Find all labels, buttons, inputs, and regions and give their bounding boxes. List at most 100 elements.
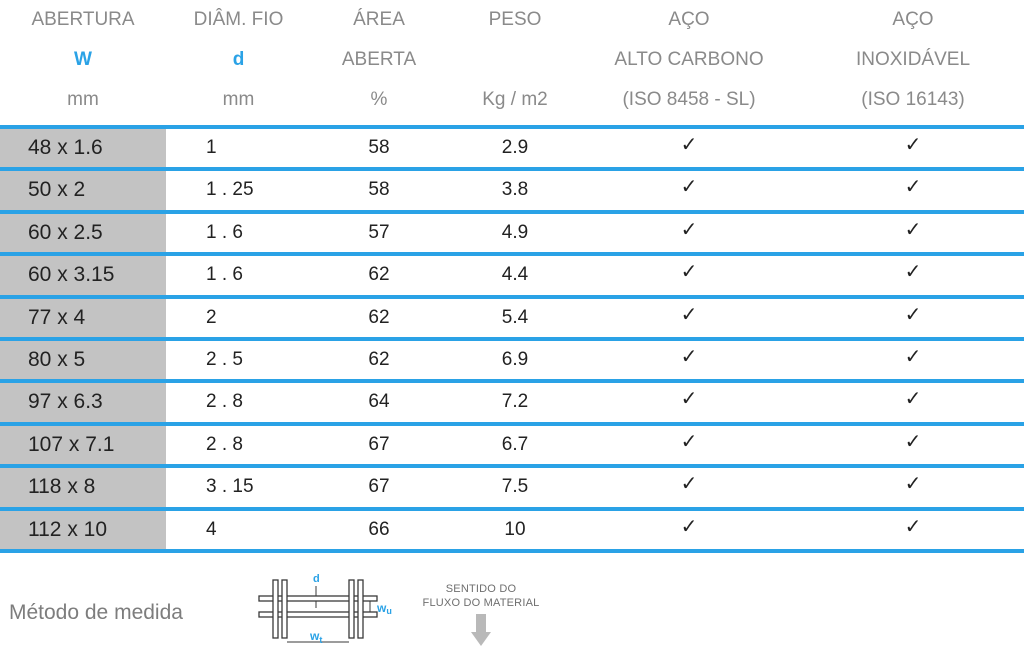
cell-peso: 5.4 [501, 306, 529, 328]
table-row: 77 x 4 2 62 5.4 ✓ ✓ [0, 294, 1024, 337]
table-header: ABERTURA W mm DIÂM. FIO d mm ÁREA ABERTA… [0, 0, 1024, 125]
check-carbono-icon: ✓ [680, 134, 698, 156]
check-carbono-icon: ✓ [680, 261, 698, 284]
cell-peso: 7.5 [501, 476, 529, 498]
check-carbono-icon: ✓ [680, 303, 698, 326]
diagram-wire-v2 [281, 579, 288, 639]
cell-diametro: 4 [206, 518, 217, 540]
check-carbono-icon: ✓ [680, 218, 698, 241]
mesh-measure-diagram: d wu wt [258, 573, 392, 645]
diagram-wire-v1 [272, 579, 279, 639]
check-inox-icon: ✓ [904, 176, 922, 199]
diagram-d-label: d [313, 573, 320, 585]
header-peso-unit: Kg / m2 [482, 89, 548, 110]
check-inox-icon: ✓ [904, 134, 922, 156]
cell-area: 67 [368, 433, 390, 455]
header-diametro-title: DIÂM. FIO [193, 9, 284, 30]
header-abertura-unit: mm [67, 89, 99, 110]
header-area-subtitle: ABERTA [341, 49, 417, 70]
cell-peso: 3.8 [501, 179, 529, 201]
cell-peso: 4.9 [501, 221, 529, 243]
check-inox-icon: ✓ [904, 473, 922, 496]
cell-area: 62 [368, 306, 390, 328]
diagram-wt-label: w [309, 629, 320, 643]
header-peso-title: PESO [488, 9, 542, 30]
diagram-wu-label: w [376, 601, 387, 615]
header-abertura: ABERTURA W mm [0, 0, 166, 120]
cell-area: 67 [368, 476, 390, 498]
cell-abertura: 107 x 7.1 [0, 425, 166, 465]
cell-abertura: 112 x 10 [0, 510, 166, 549]
cell-area: 58 [368, 179, 390, 201]
table-row: 112 x 10 4 66 10 ✓ ✓ [0, 506, 1024, 553]
cell-abertura: 97 x 6.3 [0, 383, 166, 422]
check-inox-icon: ✓ [904, 430, 922, 453]
cell-area: 62 [368, 264, 390, 286]
cell-diametro: 1 [206, 137, 217, 158]
check-carbono-icon: ✓ [680, 388, 698, 411]
header-aco-inox-standard: (ISO 16143) [861, 89, 965, 110]
header-area: ÁREA ABERTA % [311, 0, 447, 120]
cell-peso: 10 [504, 518, 526, 540]
diagram-wire-h1 [258, 595, 378, 602]
header-abertura-symbol: W [74, 49, 92, 70]
cell-area: 62 [368, 348, 390, 370]
check-carbono-icon: ✓ [680, 430, 698, 453]
cell-abertura: 48 x 1.6 [0, 129, 166, 168]
header-diametro-symbol: d [232, 49, 245, 70]
check-inox-icon: ✓ [904, 345, 922, 368]
cell-abertura: 60 x 3.15 [0, 256, 166, 295]
table-row: 60 x 2.5 1 . 6 57 4.9 ✓ ✓ [0, 209, 1024, 253]
header-aco-carbono-title: AÇO [668, 9, 710, 30]
header-aco-inox: AÇO INOXIDÁVEL (ISO 16143) [807, 0, 1019, 120]
cell-peso: 7.2 [501, 391, 529, 413]
cell-abertura: 77 x 4 [0, 298, 166, 337]
svg-text:wu: wu [376, 601, 392, 616]
flow-direction-line2: FLUXO DO MATERIAL [422, 597, 540, 609]
table-row: 80 x 5 2 . 5 62 6.9 ✓ ✓ [0, 336, 1024, 380]
diagram-wu-sub: u [386, 606, 392, 616]
header-area-unit: % [370, 89, 388, 110]
table-row: 107 x 7.1 2 . 8 67 6.7 ✓ ✓ [0, 421, 1024, 465]
check-carbono-icon: ✓ [680, 176, 698, 199]
cell-peso: 6.9 [501, 348, 529, 370]
header-diametro: DIÂM. FIO d mm [166, 0, 311, 120]
diagram-wire-v3 [348, 579, 355, 639]
header-abertura-title: ABERTURA [31, 9, 135, 30]
header-aco-carbono-standard: (ISO 8458 - SL) [622, 89, 756, 110]
cell-diametro: 1 . 6 [206, 221, 243, 243]
cell-area: 64 [368, 391, 390, 413]
check-inox-icon: ✓ [904, 515, 922, 538]
cell-diametro: 2 [206, 306, 217, 328]
cell-peso: 6.7 [501, 433, 529, 455]
cell-area: 58 [368, 137, 390, 158]
diagram-wire-h2 [258, 611, 378, 618]
header-diametro-unit: mm [222, 89, 255, 110]
header-aco-inox-title: AÇO [892, 9, 934, 30]
cell-diametro: 1 . 25 [206, 179, 254, 201]
header-aco-carbono-subtitle: ALTO CARBONO [614, 49, 764, 70]
cell-diametro: 2 . 8 [206, 391, 243, 413]
cell-diametro: 1 . 6 [206, 264, 243, 286]
table-row: 60 x 3.15 1 . 6 62 4.4 ✓ ✓ [0, 252, 1024, 295]
diagram-wire-v4 [357, 579, 364, 639]
check-inox-icon: ✓ [904, 303, 922, 326]
flow-direction-line1: SENTIDO DO [445, 583, 517, 595]
cell-peso: 2.9 [501, 137, 529, 158]
check-carbono-icon: ✓ [680, 345, 698, 368]
cell-peso: 4.4 [501, 264, 529, 286]
check-carbono-icon: ✓ [680, 473, 698, 496]
header-aco-carbono: AÇO ALTO CARBONO (ISO 8458 - SL) [583, 0, 795, 120]
cell-area: 57 [368, 221, 390, 243]
diagram-wt-sub: t [319, 635, 322, 645]
table-row: 97 x 6.3 2 . 8 64 7.2 ✓ ✓ [0, 379, 1024, 422]
header-aco-inox-subtitle: INOXIDÁVEL [855, 49, 971, 70]
check-inox-icon: ✓ [904, 218, 922, 241]
header-area-title: ÁREA [353, 9, 405, 30]
flow-direction-arrow-icon [471, 614, 491, 646]
cell-abertura: 60 x 2.5 [0, 213, 166, 253]
check-carbono-icon: ✓ [680, 515, 698, 538]
header-peso-blank [447, 40, 583, 80]
method-label: Método de medida [9, 601, 183, 624]
